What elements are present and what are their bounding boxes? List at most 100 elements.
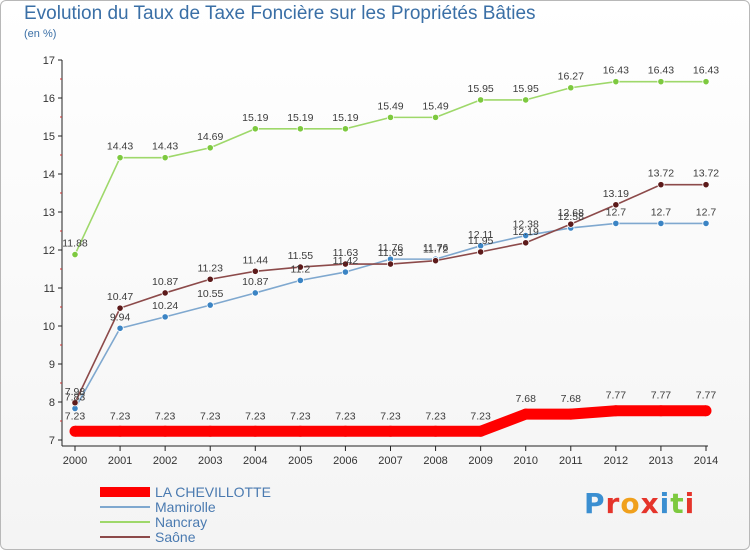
y-axis-unit: (en %)	[24, 28, 57, 40]
data-point	[386, 113, 395, 121]
data-label: 7.77	[696, 390, 717, 402]
x-tick-label: 2006	[333, 455, 357, 467]
data-point	[341, 260, 350, 268]
y-tick-label: 13	[43, 207, 55, 219]
data-point	[294, 425, 306, 437]
data-point	[565, 408, 577, 420]
data-point	[702, 181, 710, 189]
data-label: 15.19	[287, 112, 313, 124]
x-tick-label: 2009	[468, 455, 492, 467]
logo-letter: P	[584, 487, 606, 520]
x-tick-label: 2010	[513, 455, 537, 467]
data-label: 12.19	[513, 226, 539, 238]
logo-letter: i	[684, 487, 696, 520]
data-point	[386, 260, 395, 268]
data-label: 16.43	[693, 65, 719, 77]
data-point	[655, 405, 667, 417]
data-point	[161, 154, 169, 162]
axes: 7 8 9 10 11 12 13 14 15 16 17 2000 2001 2002 2003 2004 2…	[43, 55, 718, 467]
data-label: 12.7	[696, 206, 717, 218]
data-label: 11.42	[333, 255, 359, 267]
x-tick-label: 2002	[153, 455, 177, 467]
data-label: 11.63	[333, 247, 359, 259]
data-point	[69, 425, 81, 437]
x-tick-label: 2012	[604, 455, 628, 467]
data-point	[71, 250, 79, 259]
data-label: 12.38	[513, 219, 539, 231]
logo-letter: t	[670, 487, 685, 520]
data-label: 11.2	[291, 263, 311, 275]
data-point	[702, 78, 710, 86]
data-point	[116, 154, 124, 162]
data-label: 7.23	[470, 410, 491, 422]
data-label: 11.88	[62, 238, 88, 250]
data-point	[657, 219, 665, 227]
data-label: 10.87	[152, 276, 178, 288]
data-point	[161, 289, 169, 297]
logo-letter: r	[605, 487, 621, 520]
legend-label: LA CHEVILLOTTE	[155, 484, 271, 500]
x-tick-label: 2004	[243, 455, 267, 467]
y-tick-label: 11	[44, 283, 55, 295]
data-point	[522, 96, 530, 104]
data-label: 7.23	[110, 410, 131, 422]
data-label: 10.24	[152, 300, 178, 312]
data-label: 15.19	[332, 112, 358, 124]
logo-letter: x	[640, 487, 660, 520]
legend-swatch	[100, 536, 150, 538]
data-point	[522, 231, 530, 240]
y-tick-label: 14	[43, 169, 55, 181]
data-point	[249, 425, 261, 437]
data-label: 11.95	[468, 235, 494, 247]
x-tick-label: 2014	[694, 455, 718, 467]
data-point	[206, 301, 214, 309]
data-point	[204, 425, 216, 437]
data-point	[477, 248, 485, 256]
series-layer	[69, 78, 712, 437]
data-point	[114, 425, 126, 437]
data-label: 11.76	[378, 242, 404, 254]
x-tick-label: 2003	[198, 455, 222, 467]
data-label: 12.68	[558, 207, 584, 219]
proxiti-logo: Proxiti	[584, 487, 695, 520]
data-label: 7.77	[651, 390, 672, 402]
data-point	[71, 399, 79, 407]
y-tick-label: 15	[43, 131, 55, 143]
legend-swatch	[100, 487, 150, 497]
data-label: 12.58	[558, 211, 584, 223]
data-point	[612, 219, 620, 227]
data-label: 16.43	[603, 65, 629, 77]
data-label: 12.7	[651, 206, 672, 218]
data-label: 7.98	[65, 386, 86, 398]
y-tick-label: 7	[49, 435, 55, 447]
data-label: 11.76	[423, 242, 449, 254]
data-label: 14.43	[152, 141, 178, 153]
data-label: 15.95	[468, 83, 494, 95]
chart-title: Evolution du Taux de Taxe Foncière sur l…	[24, 3, 536, 24]
data-point	[612, 201, 620, 209]
legend-swatch	[100, 506, 150, 508]
y-tick-label: 10	[43, 321, 55, 333]
data-label-layer: 7.23 7.23 7.23 7.23 7.23 7.23 7.23 7.23 7.23 7.23…	[62, 65, 719, 423]
legend-label: Saône	[155, 529, 196, 545]
data-point	[612, 78, 620, 86]
data-label: 10.47	[107, 291, 133, 303]
legend-item: Saône	[100, 529, 360, 545]
data-label: 13.72	[693, 168, 719, 180]
data-point	[161, 313, 169, 321]
data-label: 7.23	[200, 410, 221, 422]
data-point	[206, 144, 214, 152]
data-label: 16.27	[558, 71, 584, 83]
data-label: 13.72	[648, 168, 674, 180]
data-label: 7.68	[515, 393, 536, 405]
data-point	[430, 425, 442, 437]
data-point	[206, 275, 214, 283]
data-point	[477, 96, 485, 104]
data-point	[251, 289, 259, 297]
data-point	[431, 113, 440, 121]
data-point	[251, 125, 259, 133]
data-point	[522, 239, 530, 247]
data-point	[341, 268, 350, 276]
data-label: 7.23	[245, 410, 266, 422]
data-label: 15.19	[242, 112, 268, 124]
